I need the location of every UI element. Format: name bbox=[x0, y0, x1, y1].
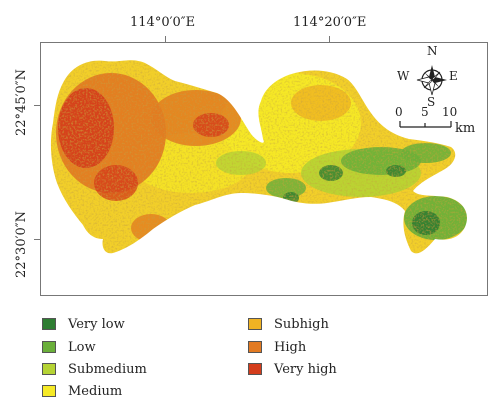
legend-label: Subhigh bbox=[274, 316, 329, 332]
legend-swatch bbox=[248, 341, 262, 353]
legend-label: Very high bbox=[274, 361, 337, 377]
legend-item-medium: Medium bbox=[42, 382, 122, 400]
legend-label: High bbox=[274, 339, 307, 355]
map-panel: N S W E 0 5 10 km bbox=[40, 42, 488, 296]
tick-lat-22-45 bbox=[34, 105, 40, 106]
susceptibility-map bbox=[50, 60, 467, 254]
compass-north: N bbox=[427, 44, 438, 58]
compass-west: W bbox=[397, 69, 410, 83]
scale-bar bbox=[399, 121, 452, 128]
scale-tick-5: 5 bbox=[421, 105, 429, 119]
legend-item-very-high: Very high bbox=[248, 360, 337, 378]
scale-unit: km bbox=[455, 121, 476, 136]
legend-label: Low bbox=[68, 339, 96, 355]
lon-label-114-20: 114°20′0″E bbox=[293, 15, 367, 30]
lon-label-114-0: 114°0′0″E bbox=[130, 15, 196, 30]
tick-lon-114-0 bbox=[165, 36, 166, 42]
lat-label-22-30: 22°30′0″N bbox=[14, 210, 29, 278]
north-arrow-icon bbox=[416, 65, 447, 96]
legend-item-submedium: Submedium bbox=[42, 360, 147, 378]
scale-tick-10: 10 bbox=[442, 105, 458, 119]
tick-lat-22-30 bbox=[34, 239, 40, 240]
lat-label-22-45: 22°45′0″N bbox=[14, 68, 29, 136]
compass-east: E bbox=[449, 69, 458, 83]
legend: Very low Low Submedium Medium Subhigh Hi… bbox=[42, 313, 482, 405]
legend-item-high: High bbox=[248, 338, 306, 356]
legend-label: Medium bbox=[68, 383, 123, 399]
compass-south: S bbox=[427, 95, 436, 109]
legend-swatch bbox=[42, 341, 56, 353]
legend-item-subhigh: Subhigh bbox=[248, 315, 329, 333]
tick-lon-114-20 bbox=[329, 36, 330, 42]
legend-item-very-low: Very low bbox=[42, 315, 125, 333]
legend-swatch bbox=[42, 318, 56, 330]
legend-swatch bbox=[42, 385, 56, 397]
legend-item-low: Low bbox=[42, 338, 96, 356]
legend-swatch bbox=[248, 318, 262, 330]
legend-label: Submedium bbox=[68, 361, 147, 377]
scale-tick-0: 0 bbox=[395, 105, 403, 119]
legend-swatch bbox=[42, 363, 56, 375]
legend-label: Very low bbox=[68, 316, 125, 332]
legend-swatch bbox=[248, 363, 262, 375]
